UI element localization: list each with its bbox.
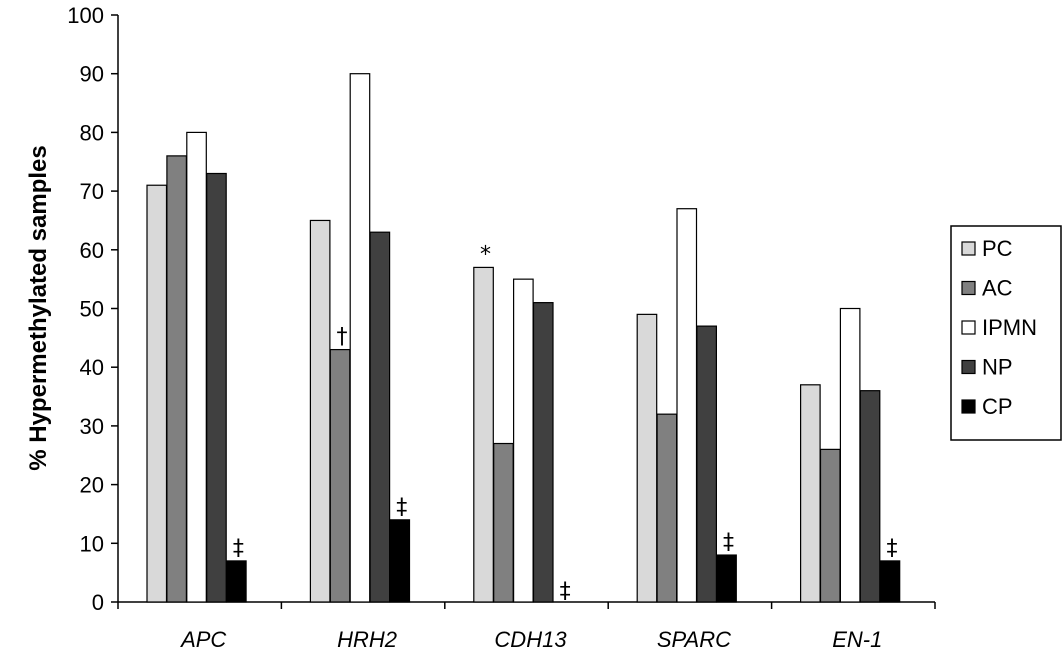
legend-label-ipmn: IPMN [982,315,1037,340]
y-tick-label: 40 [80,355,104,380]
legend: PC AC IPMN NP CP [950,225,1062,441]
y-tick-label: 10 [80,531,104,556]
legend-label-np: NP [982,355,1013,380]
y-axis: 0 10 20 30 40 50 60 70 80 90 100 [67,3,119,615]
significance-marker: * [480,242,491,267]
y-tick-label: 50 [80,297,104,322]
legend-swatch-cp [961,399,976,414]
bar-ac-sparc [656,413,678,603]
bar-ipmn-hrh2 [349,73,371,603]
bar-np-hrh2 [369,231,391,603]
legend-swatch-ipmn [961,320,976,335]
bar-ac-en-1 [819,448,841,603]
significance-marker: ‡ [886,536,897,561]
bar-pc-apc [146,184,168,603]
significance-marker: † [337,325,348,350]
legend-swatch-np [961,359,976,375]
y-tick-label: 0 [92,590,104,615]
x-category-label: SPARC [657,627,731,652]
bar-ipmn-en-1 [839,307,861,603]
y-tick-label: 60 [80,238,104,263]
legend-label-ac: AC [982,276,1013,301]
bar-cp-sparc [716,554,737,603]
y-tick-label: 80 [80,120,104,145]
x-category-label: APC [179,627,226,652]
legend-label-pc: PC [982,236,1013,261]
bar-ac-apc [166,155,187,603]
bar-np-apc [206,172,227,603]
significance-marker: ‡ [560,579,571,604]
bar-np-en-1 [859,390,881,603]
bar-pc-sparc [636,313,658,603]
y-tick-label: 90 [80,62,104,87]
bar-pc-cdh13 [473,266,494,603]
y-tick-label: 30 [80,414,104,439]
significance-marker: ‡ [396,495,407,520]
bar-pc-en-1 [799,384,821,603]
y-tick-label: 100 [67,3,104,28]
annotations: ‡ † ‡ * ‡ ‡ ‡ [233,242,898,604]
y-tick-label: 20 [80,473,104,498]
significance-marker: ‡ [233,536,244,561]
bar-cp-hrh2 [389,519,411,603]
bar-cp-apc [226,560,247,603]
legend-swatch-ac [961,280,976,296]
x-category-label: HRH2 [337,627,397,652]
x-axis: APC HRH2 CDH13 SPARC EN-1 [117,601,936,652]
bars [146,73,901,603]
bar-np-sparc [696,325,718,603]
bar-ipmn-sparc [676,208,698,603]
x-category-label: EN-1 [832,627,882,652]
bar-pc-hrh2 [309,219,331,603]
x-category-label: CDH13 [494,627,567,652]
bar-np-cdh13 [532,302,554,603]
bar-ipmn-apc [186,131,207,603]
y-tick-label: 70 [80,179,104,204]
bar-ac-hrh2 [329,348,351,603]
significance-marker: ‡ [723,530,734,555]
bar-cp-en-1 [879,560,901,603]
y-axis-title: % Hypermethylated samples [25,145,52,470]
legend-label-cp: CP [982,394,1013,419]
bar-ipmn-cdh13 [512,278,534,603]
bar-ac-cdh13 [493,442,514,603]
legend-swatch-pc [961,241,976,256]
